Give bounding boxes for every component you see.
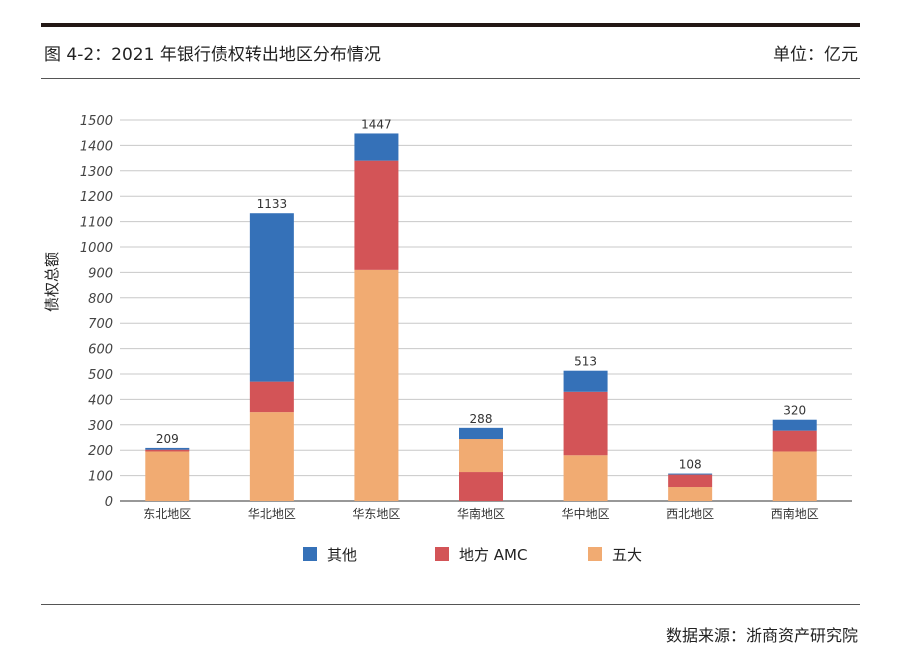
- title-divider: [41, 78, 860, 79]
- bar-segment-其他: [354, 133, 399, 161]
- bar-segment-五大: [249, 412, 294, 501]
- bar-segment-其他: [668, 473, 713, 475]
- bar-segment-其他: [772, 419, 817, 431]
- y-tick-label: 1200: [80, 190, 113, 205]
- x-tick-label: 东北地区: [143, 507, 191, 521]
- legend-swatch: [303, 547, 317, 561]
- top-rule: [41, 23, 860, 27]
- y-tick-label: 500: [88, 368, 113, 383]
- x-tick-label: 华南地区: [457, 506, 505, 521]
- y-tick-label: 200: [88, 444, 113, 459]
- bar-segment-其他: [563, 370, 608, 392]
- legend-label: 地方 AMC: [459, 546, 527, 564]
- y-tick-label: 700: [88, 317, 113, 332]
- bar-segment-地方 AMC: [668, 474, 713, 488]
- total-label: 209: [156, 432, 179, 446]
- bar-segment-地方 AMC: [563, 391, 608, 456]
- y-tick-label: 1400: [80, 139, 113, 154]
- y-axis-label: 债权总额: [43, 252, 61, 312]
- source-note: 数据来源：浙商资产研究院: [665, 626, 858, 645]
- bar-segment-其他: [459, 427, 503, 440]
- x-tick-label: 华北地区: [248, 507, 296, 521]
- total-label: 108: [679, 458, 702, 472]
- y-tick-label: 800: [88, 292, 113, 307]
- x-tick-label: 西南地区: [771, 506, 819, 521]
- y-tick-label: 300: [88, 419, 113, 434]
- bar-segment-五大: [668, 487, 713, 501]
- bar-segment-五大: [772, 451, 817, 501]
- y-tick-label: 1300: [80, 165, 113, 180]
- x-tick-label: 华中地区: [562, 506, 610, 521]
- bar-segment-其他: [249, 213, 294, 382]
- y-tick-label: 900: [88, 266, 113, 281]
- y-tick-label: 1100: [80, 216, 113, 231]
- bottom-divider: [41, 604, 860, 605]
- total-label: 320: [783, 404, 806, 418]
- total-label: 1447: [361, 117, 392, 131]
- legend-swatch: [588, 547, 602, 561]
- legend-label: 其他: [327, 546, 357, 564]
- bar-segment-五大: [354, 269, 399, 501]
- total-label: 1133: [257, 197, 288, 211]
- y-tick-label: 600: [88, 343, 113, 358]
- unit-label: 单位：亿元: [773, 45, 858, 65]
- bar-segment-地方 AMC: [249, 381, 294, 413]
- y-tick-label: 100: [88, 470, 113, 485]
- x-tick-label: 西北地区: [666, 507, 714, 521]
- y-tick-label: 1000: [80, 241, 113, 256]
- bar-segment-地方 AMC: [459, 472, 503, 501]
- bar-segment-地方 AMC: [354, 160, 399, 270]
- bar-segment-五大: [563, 455, 608, 501]
- bar-segment-五大: [459, 439, 503, 473]
- total-label: 288: [470, 412, 493, 426]
- y-tick-label: 0: [105, 495, 113, 510]
- x-tick-label: 华东地区: [352, 507, 400, 521]
- bar-segment-地方 AMC: [772, 430, 817, 452]
- legend-label: 五大: [612, 546, 642, 564]
- y-tick-label: 400: [88, 393, 113, 408]
- bar-segment-其他: [145, 447, 190, 450]
- total-label: 513: [574, 355, 597, 369]
- legend-swatch: [435, 547, 449, 561]
- y-tick-label: 1500: [80, 114, 113, 129]
- bar-segment-五大: [145, 451, 190, 501]
- chart-title: 图 4-2：2021 年银行债权转出地区分布情况: [44, 45, 381, 65]
- bar-segment-地方 AMC: [145, 449, 190, 452]
- stacked-bar-chart: 0 100 200 300 400 500 600 700 800 900 1000 1100 1200…: [43, 114, 852, 564]
